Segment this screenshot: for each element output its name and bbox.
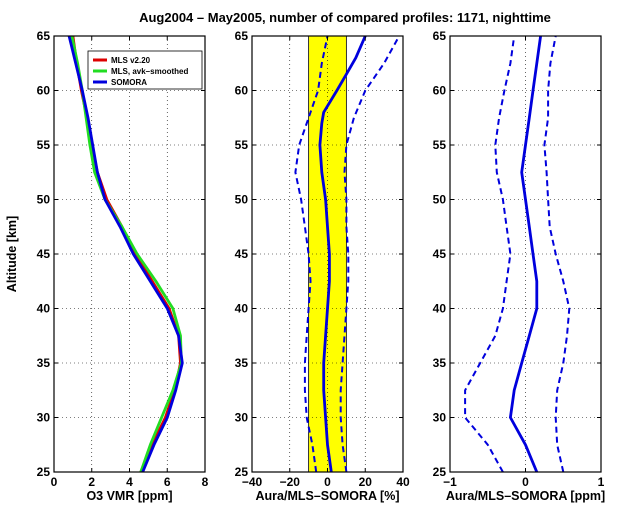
y-tick-label: 60 — [235, 84, 249, 98]
y-tick-label: 25 — [433, 465, 447, 479]
panel-3: −1 0 1 25 30 35 40 45 50 55 60 65 Aura/MLS–SOMORA [p… — [433, 29, 605, 503]
legend: MLS v2.20 MLS, avk–smoothed SOMORA — [87, 50, 203, 90]
x-tick-label: 8 — [202, 475, 209, 489]
y-tick-label: 35 — [433, 356, 447, 370]
legend-entry: MLS, avk–smoothed — [111, 67, 188, 76]
series-line-2 — [294, 36, 329, 472]
y-tick-label: 45 — [235, 247, 249, 261]
x-tick-label: 6 — [164, 475, 171, 489]
x-tick-label: 2 — [88, 475, 95, 489]
x-tick-label: 0 — [51, 475, 58, 489]
y-tick-label: 40 — [235, 302, 249, 316]
figure-title: Aug2004 – May2005, number of compared pr… — [139, 10, 551, 25]
y-tick-label: 45 — [433, 247, 447, 261]
y-tick-label: 50 — [235, 193, 249, 207]
x-tick-label: 4 — [126, 475, 133, 489]
y-tick-label: 25 — [37, 465, 51, 479]
y-tick-label: 65 — [37, 29, 51, 43]
panel-1: 0 2 4 6 8 25 30 35 40 45 50 55 60 65 O3 VMR [ppm] Altit… — [5, 29, 209, 503]
y-tick-label: 50 — [433, 193, 447, 207]
y-tick-label: 40 — [37, 302, 51, 316]
y-tick-label: 65 — [235, 29, 249, 43]
x-tick-label: −20 — [280, 475, 301, 489]
y-tick-label: 35 — [235, 356, 249, 370]
y-tick-label: 30 — [433, 411, 447, 425]
series-line-1 — [508, 36, 542, 472]
series-line-3 — [339, 36, 401, 472]
y-tick-label: 45 — [37, 247, 51, 261]
y-tick-label: 55 — [433, 138, 447, 152]
y-tick-label: 40 — [433, 302, 447, 316]
legend-entry: SOMORA — [111, 78, 147, 87]
y-tick-label: 60 — [433, 84, 447, 98]
x-axis-label: Aura/MLS–SOMORA [ppm] — [446, 489, 605, 503]
x-tick-label: 40 — [396, 475, 410, 489]
y-tick-label: 25 — [235, 465, 249, 479]
x-tick-label: 0 — [522, 475, 529, 489]
x-tick-label: −1 — [443, 475, 457, 489]
series-line-3 — [67, 36, 184, 472]
x-tick-label: 1 — [598, 475, 605, 489]
series-line-2 — [464, 36, 516, 472]
y-tick-label: 60 — [37, 84, 51, 98]
y-tick-label: 35 — [37, 356, 51, 370]
y-tick-label: 65 — [433, 29, 447, 43]
panel-2: −40 −20 0 20 40 25 30 35 40 45 50 55 60 65 Aura/MLS–SO… — [235, 29, 410, 503]
y-tick-label: 50 — [37, 193, 51, 207]
x-tick-label: −40 — [242, 475, 263, 489]
x-axis-label: O3 VMR [ppm] — [86, 489, 172, 503]
y-tick-label: 30 — [235, 411, 249, 425]
series-line-1 — [318, 36, 367, 472]
x-tick-label: 0 — [324, 475, 331, 489]
y-axis-label: Altitude [km] — [5, 216, 19, 292]
legend-entry: MLS v2.20 — [111, 56, 151, 65]
y-tick-label: 30 — [37, 411, 51, 425]
x-tick-label: 20 — [359, 475, 373, 489]
series-line-3 — [543, 36, 571, 472]
y-tick-label: 55 — [37, 138, 51, 152]
y-tick-label: 55 — [235, 138, 249, 152]
x-axis-label: Aura/MLS–SOMORA [%] — [256, 489, 400, 503]
